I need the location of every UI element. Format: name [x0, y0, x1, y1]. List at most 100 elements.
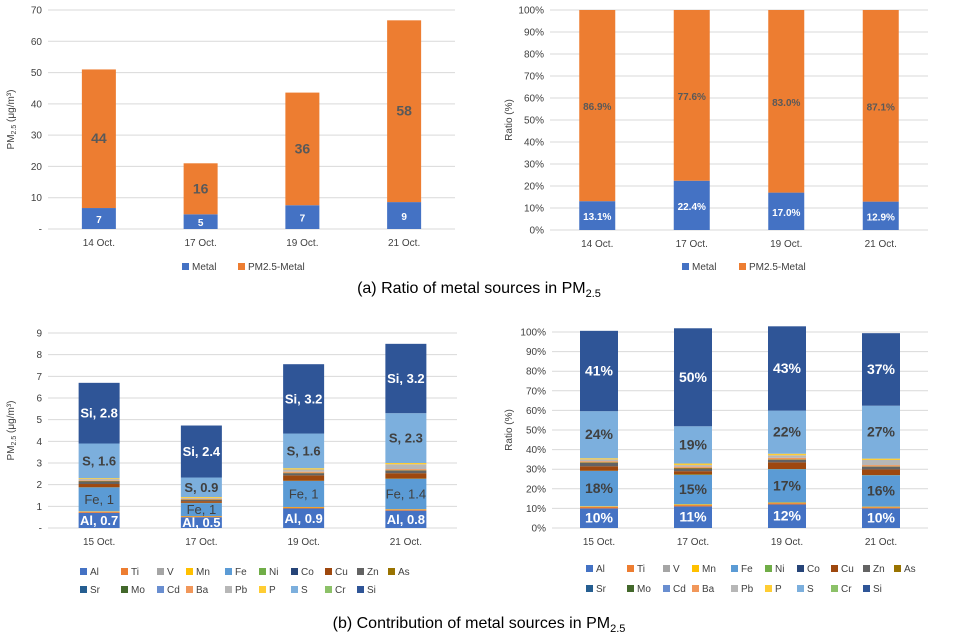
x-tick-label: 19 Oct. [286, 238, 318, 249]
y-tick-label: 20% [526, 484, 546, 495]
legend-label-s: S [807, 584, 814, 595]
bar-segment-zn [78, 481, 120, 485]
y-tick-label: 9 [36, 329, 42, 340]
bar-segment-al [78, 512, 120, 528]
bar-segment-zn [385, 470, 427, 474]
data-label-pm2-5-metal: 87.1% [867, 102, 895, 113]
caption-a: (a) Ratio of metal sources in PM2.5 [357, 280, 601, 300]
y-tick-label: 20 [31, 162, 43, 173]
legend-swatch-mo [627, 585, 634, 592]
data-label-pm2-5-metal: 58 [396, 103, 412, 119]
data-label-si: 50% [679, 369, 708, 385]
y-tick-label: - [39, 225, 42, 236]
legend-swatch-pm2-5-metal [238, 263, 245, 270]
bar-segment-s [385, 413, 427, 463]
y-tick-label: 60% [524, 94, 544, 105]
data-label-al: Al, 0.7 [80, 513, 118, 528]
y-tick-label: 100% [518, 6, 544, 17]
bar-segment-fe [385, 478, 427, 510]
legend-swatch-al [586, 565, 593, 572]
legend-swatch-metal [182, 263, 189, 270]
chart-a-ratio: 0% 10% 20% 30% 40% 50% 60% 70% 80% 90% 100% Ratio (… [504, 6, 928, 273]
bar-segment-zn [580, 462, 618, 467]
bar-segment-pm2-5-metal [768, 10, 805, 193]
legend-label-metal: Metal [692, 262, 716, 273]
bar-segment-metal [768, 192, 805, 230]
bar-segment-s [862, 405, 900, 459]
x-tick-label: 19 Oct. [288, 537, 320, 548]
data-label-si: Si, 3.2 [387, 371, 425, 386]
legend-label-as: As [904, 564, 916, 575]
data-label-pm2-5-metal: 16 [193, 180, 209, 196]
data-label-fe: Fe, 1 [187, 502, 217, 517]
legend-label-cr: Cr [841, 584, 852, 595]
data-label-pm2-5-metal: 86.9% [583, 102, 611, 113]
y-tick-label: 30% [526, 465, 546, 476]
bar-segment-metal [387, 202, 422, 229]
legend-swatch-sr [586, 585, 593, 592]
legend-label-ba: Ba [702, 584, 715, 595]
x-tick-label: 17 Oct. [676, 239, 708, 250]
bar-segment-ti [180, 516, 222, 518]
bar-segment-cu [674, 471, 712, 475]
y-tick-label: 60% [526, 406, 546, 417]
legend-label-metal: Metal [192, 262, 216, 273]
y-tick-label: 6 [36, 394, 42, 405]
legend-swatch-s [291, 586, 298, 593]
data-label-s: 24% [585, 426, 614, 442]
legend-label-zn: Zn [367, 567, 379, 578]
y-tick-label: 70% [524, 72, 544, 83]
bar-segment-metal [183, 214, 218, 229]
x-tick-label: 17 Oct. [185, 537, 217, 548]
bar-segment-mn [580, 506, 618, 507]
x-tick-label: 14 Oct. [581, 239, 613, 250]
bar-segment-cu [78, 484, 120, 488]
bar-segment-pb [862, 459, 900, 466]
legend-label-p: P [269, 585, 276, 596]
bar-segment-cu [768, 462, 806, 470]
legend-label-co: Co [807, 564, 820, 575]
legend-swatch-cr [831, 585, 838, 592]
data-label-fe: Fe, 1.4 [386, 486, 426, 501]
bar-segment-si [580, 330, 618, 412]
bar-segment-pb [674, 465, 712, 467]
bar-segment-p [580, 458, 618, 460]
legend-label-sr: Sr [596, 584, 607, 595]
bar-segment-metal [862, 201, 899, 230]
legend-label-cu: Cu [841, 564, 854, 575]
bar-segment-zn [283, 473, 325, 476]
legend-label-pb: Pb [741, 584, 754, 595]
x-tick-label: 21 Oct. [865, 239, 897, 250]
legend-swatch-zn [357, 568, 364, 575]
legend-swatch-ti [627, 565, 634, 572]
legend-swatch-cd [157, 586, 164, 593]
bar-segment-s [78, 443, 120, 479]
y-tick-label: 8 [36, 350, 42, 361]
y-tick-label: 50 [31, 68, 43, 79]
bar-segment-si [862, 333, 900, 406]
legend-swatch-fe [731, 565, 738, 572]
bar-segment-pm2-5-metal [579, 10, 616, 202]
bar-segment-ba [580, 461, 618, 463]
data-label-al: Al, 0.5 [182, 515, 220, 530]
legend-swatch-ti [121, 568, 128, 575]
legend-swatch-p [259, 586, 266, 593]
bar-segment-si [180, 425, 222, 478]
legend-swatch-zn [863, 565, 870, 572]
bar-segment-ti [385, 509, 427, 511]
bar-segment-mn [862, 506, 900, 508]
bar-segment-ba [283, 471, 325, 473]
y-tick-label: 4 [36, 437, 42, 448]
data-label-pm2-5-metal: 77.6% [678, 92, 706, 103]
legend-label-al: Al [596, 564, 605, 575]
bar-segment-p [768, 453, 806, 456]
bar-segment-ba [674, 466, 712, 468]
y-tick-label: - [39, 524, 42, 535]
y-tick-label: 2 [36, 480, 42, 491]
bar-segment-mn [674, 504, 712, 506]
legend-swatch-pm2-5-metal [739, 263, 746, 270]
legend-label-pm2-5-metal: PM2.5-Metal [248, 262, 305, 273]
y-axis-label: Ratio (%) [504, 409, 515, 451]
y-tick-label: 10% [524, 204, 544, 215]
legend-swatch-cu [831, 565, 838, 572]
